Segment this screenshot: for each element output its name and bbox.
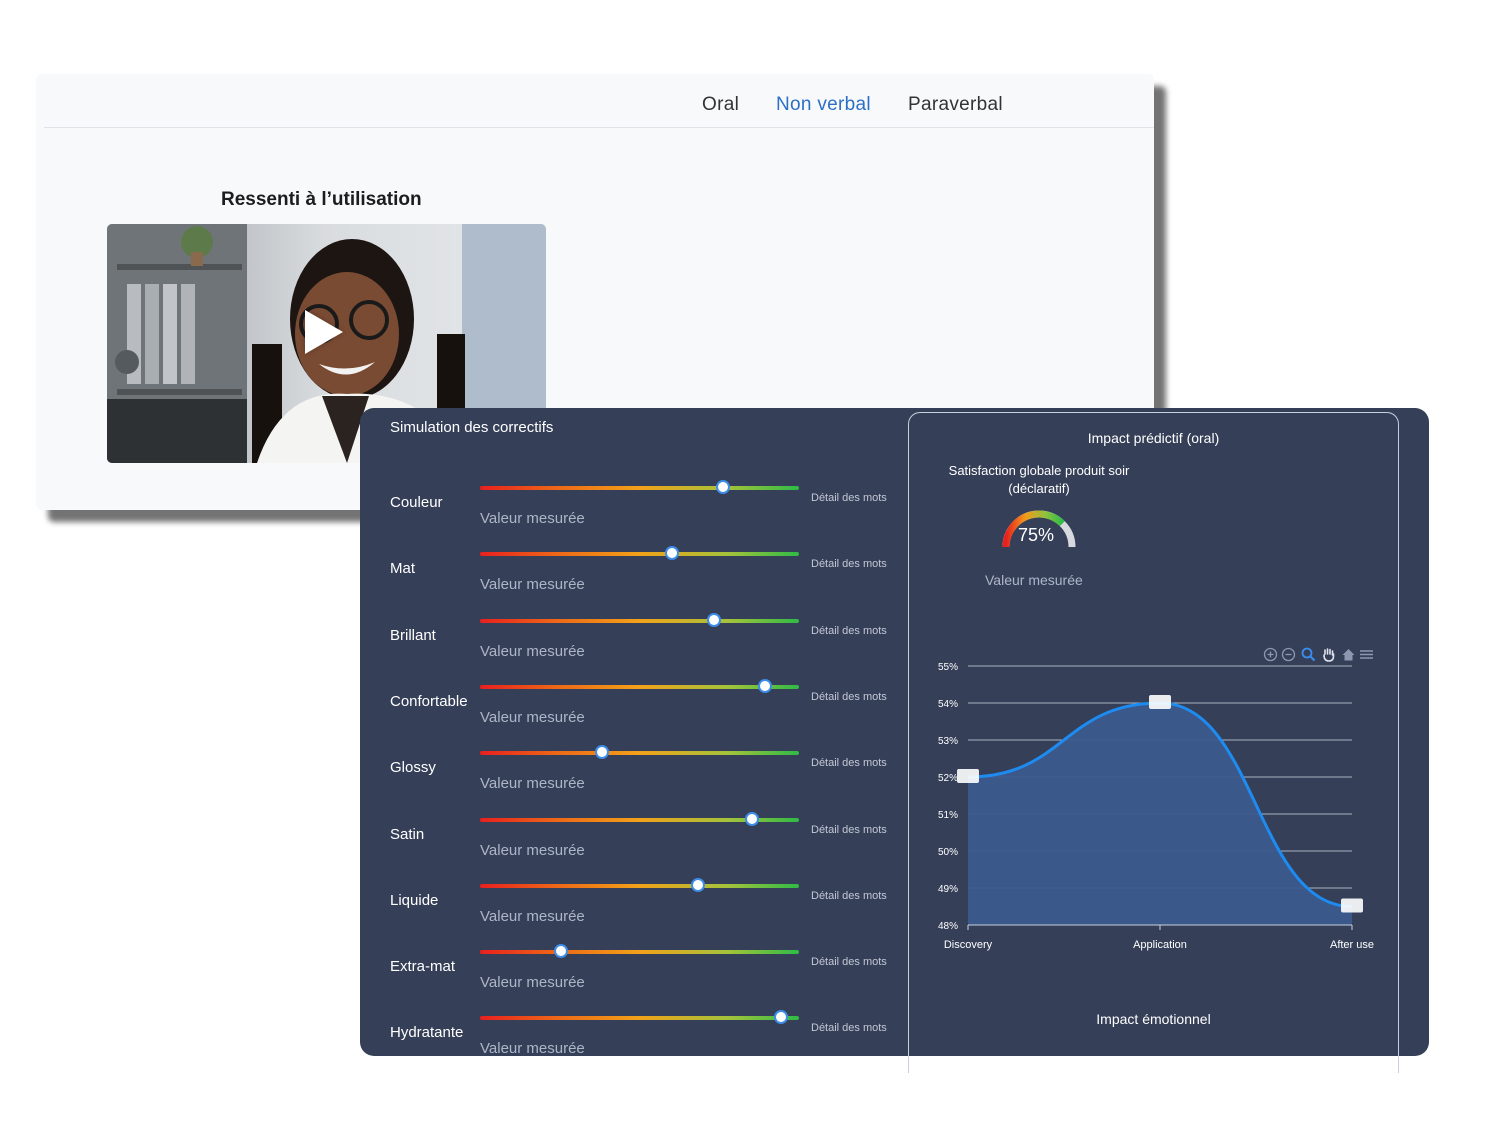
- impact-title: Impact prédictif (oral): [1087, 430, 1220, 446]
- section-title: Ressenti à l’utilisation: [221, 189, 422, 210]
- slider-row: Confortable Détail des mots Valeur mesurée: [360, 678, 900, 745]
- slider-track[interactable]: [480, 480, 799, 494]
- tab-bar: Oral Non verbal Paraverbal: [36, 94, 1154, 128]
- slider-label: Satin: [390, 825, 425, 843]
- slider-handle[interactable]: [595, 745, 610, 760]
- satisfaction-gauge: [1002, 510, 1076, 548]
- measured-value-label: Valeur mesurée: [480, 907, 585, 925]
- slider-track[interactable]: [480, 745, 799, 760]
- slider-row: Extra-mat Détail des mots Valeur mesurée: [360, 944, 900, 1010]
- slider-track[interactable]: [480, 546, 799, 561]
- slider-label: Brillant: [390, 626, 436, 644]
- emotion-chart: 55% 54% 53% 52% 51% 50% 49% 48% Discovery Applica…: [938, 662, 1374, 951]
- word-detail-link[interactable]: Détail des mots: [811, 690, 887, 703]
- y-tick-label: 51%: [938, 810, 958, 821]
- measured-value-label: Valeur mesurée: [480, 841, 585, 859]
- gauge-measured-label: Valeur mesurée: [985, 572, 1083, 588]
- slider-label: Couleur: [390, 494, 443, 511]
- measured-value-label: Valeur mesurée: [480, 775, 585, 793]
- y-tick-label: 52%: [938, 773, 958, 784]
- slider-handle[interactable]: [716, 480, 731, 494]
- word-detail-link[interactable]: Détail des mots: [811, 1022, 887, 1035]
- word-detail-link[interactable]: Détail des mots: [811, 558, 887, 571]
- impact-panel: Impact prédictif (oral) Satisfaction glo…: [908, 412, 1399, 1073]
- tab-non-verbal[interactable]: Non verbal: [776, 94, 871, 115]
- word-detail-link[interactable]: Détail des mots: [811, 956, 887, 969]
- zoom-out-icon[interactable]: [1281, 647, 1296, 662]
- slider-track[interactable]: [480, 612, 799, 627]
- measured-value-label: Valeur mesurée: [480, 576, 585, 594]
- simulation-title: Simulation des correctifs: [390, 419, 554, 436]
- y-tick-label: 53%: [938, 736, 958, 747]
- slider-handle[interactable]: [745, 811, 760, 826]
- measured-value-label: Valeur mesurée: [480, 642, 585, 660]
- y-tick-label: 54%: [938, 699, 958, 710]
- slider-label: Extra-mat: [390, 958, 456, 976]
- x-tick-label: Discovery: [944, 939, 993, 951]
- word-detail-link[interactable]: Détail des mots: [811, 757, 887, 770]
- data-point-marker: [1341, 898, 1363, 913]
- word-detail-link[interactable]: Détail des mots: [811, 492, 887, 504]
- slider-track[interactable]: [480, 811, 799, 826]
- tab-divider: [44, 127, 1154, 128]
- slider-track[interactable]: [480, 1010, 799, 1025]
- slider-row: Hydratante Détail des mots Valeur mesurée: [360, 1010, 900, 1076]
- slider-label: Hydratante: [390, 1024, 464, 1042]
- slider-row: Couleur Détail des mots Valeur mesurée: [360, 480, 900, 546]
- word-detail-link[interactable]: Détail des mots: [811, 889, 887, 902]
- word-detail-link[interactable]: Détail des mots: [811, 823, 887, 836]
- slider-row: Mat Détail des mots Valeur mesurée: [360, 546, 900, 612]
- data-point-marker: [1149, 695, 1171, 709]
- satisfaction-line-2: (déclaratif): [1008, 481, 1070, 496]
- satisfaction-label: Satisfaction globale produit soir (décla…: [929, 462, 1149, 498]
- pan-hand-icon[interactable]: [1321, 647, 1336, 662]
- slider-handle[interactable]: [706, 612, 721, 627]
- menu-icon[interactable]: [1359, 647, 1374, 662]
- series-area: [968, 703, 1352, 925]
- slider-track[interactable]: [480, 678, 799, 693]
- slider-handle[interactable]: [757, 678, 772, 693]
- slider-row: Satin Détail des mots Valeur mesurée: [360, 811, 900, 878]
- x-tick-label: After use: [1330, 939, 1374, 951]
- slider-label: Liquide: [390, 891, 439, 909]
- data-point-marker: [957, 769, 979, 783]
- home-icon[interactable]: [1341, 647, 1356, 662]
- word-detail-link[interactable]: Détail des mots: [811, 624, 887, 637]
- measured-value-label: Valeur mesurée: [480, 708, 585, 726]
- y-tick-label: 49%: [938, 884, 958, 895]
- slider-handle[interactable]: [773, 1010, 788, 1025]
- y-tick-label: 55%: [938, 662, 958, 673]
- slider-row: Glossy Détail des mots Valeur mesurée: [360, 745, 900, 811]
- chart-title: Impact émotionnel: [1096, 1011, 1211, 1027]
- slider-handle[interactable]: [665, 546, 680, 561]
- magnifier-icon[interactable]: [1301, 647, 1316, 662]
- tab-paraverbal[interactable]: Paraverbal: [908, 94, 1003, 115]
- slider-label: Confortable: [390, 692, 468, 710]
- y-tick-label: 50%: [938, 847, 958, 858]
- x-tick-label: Application: [1133, 939, 1187, 951]
- slider-label: Mat: [390, 560, 416, 578]
- slider-handle[interactable]: [690, 877, 705, 892]
- measured-value-label: Valeur mesurée: [480, 1040, 585, 1058]
- gauge-value: 75%: [1018, 525, 1055, 545]
- slider-label: Glossy: [390, 759, 436, 777]
- tab-oral[interactable]: Oral: [702, 94, 740, 115]
- slider-row: Brillant Détail des mots Valeur mesurée: [360, 612, 900, 679]
- slider-handle[interactable]: [553, 944, 568, 959]
- results-panel: Simulation des correctifs Couleur Détail …: [360, 408, 1429, 1073]
- slider-track[interactable]: [480, 877, 799, 892]
- slider-row: Liquide Détail des mots Valeur mesurée: [360, 877, 900, 944]
- y-tick-label: 48%: [938, 921, 958, 932]
- satisfaction-line-1: Satisfaction globale produit soir: [948, 463, 1130, 478]
- measured-value-label: Valeur mesurée: [480, 974, 585, 992]
- slider-track[interactable]: [480, 944, 799, 959]
- zoom-in-icon[interactable]: [1263, 647, 1278, 662]
- measured-value-label: Valeur mesurée: [480, 510, 585, 527]
- play-button[interactable]: [305, 310, 343, 354]
